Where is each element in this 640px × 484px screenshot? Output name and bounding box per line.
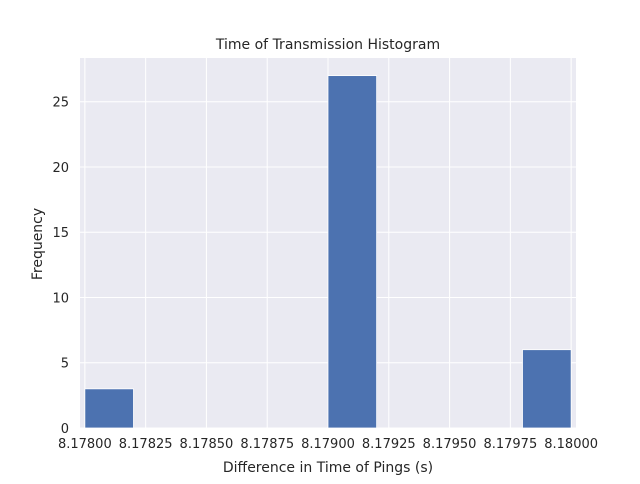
x-tick-label: 8.17900 [301,437,355,452]
x-tick-label: 8.17825 [119,437,173,452]
y-tick-label: 15 [52,226,69,241]
histogram-bar [327,75,378,429]
chart-title: Time of Transmission Histogram [215,37,440,53]
x-tick-label: 8.17875 [240,437,294,452]
histogram-bar [84,388,134,429]
x-tick-label: 8.17975 [483,437,537,452]
x-tick-label: 8.17925 [362,437,416,452]
histogram-bars [84,75,572,429]
x-tick-label: 8.18000 [544,437,598,452]
x-tick-label: 8.17800 [58,437,112,452]
y-tick-label: 25 [52,96,69,111]
x-tick-label: 8.17850 [180,437,234,452]
y-tick-label: 0 [61,422,69,437]
y-tick-label: 5 [61,357,69,372]
y-tick-label: 20 [52,161,69,176]
x-axis-label: Difference in Time of Pings (s) [223,460,433,476]
histogram-bar [522,349,572,429]
tick-labels: 8.17800 8.17825 8.17850 8.17875 8.17900 8.179… [52,96,598,452]
x-tick-label: 8.17950 [423,437,477,452]
y-tick-label: 10 [52,291,69,306]
y-axis-label: Frequency [30,208,46,280]
